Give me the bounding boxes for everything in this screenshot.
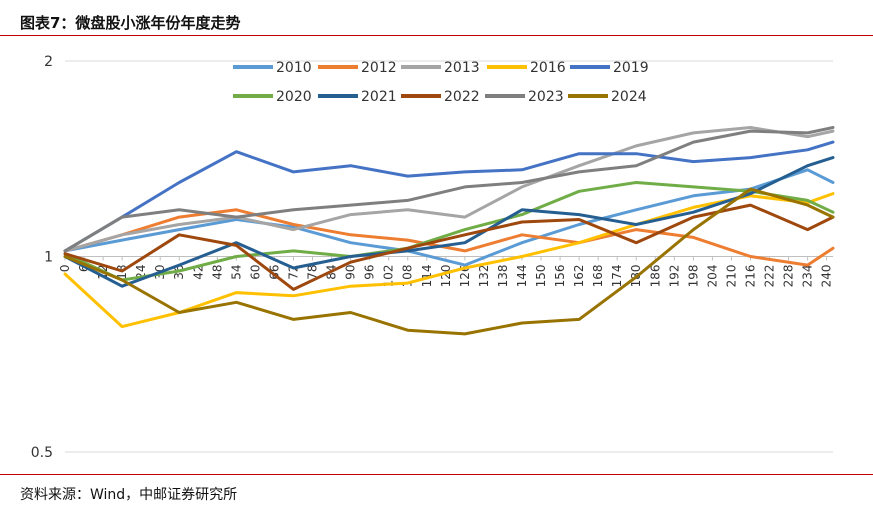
x-tick-label: 54 xyxy=(229,265,243,280)
source-note: 资料来源：Wind，中邮证券研究所 xyxy=(20,487,238,503)
legend-label: 2024 xyxy=(611,89,647,105)
legend-item-2013: 2013 xyxy=(401,60,480,76)
x-tick-label: 114 xyxy=(420,265,434,288)
legend-label: 2021 xyxy=(361,89,397,105)
x-tick-label: 192 xyxy=(667,265,681,288)
legend-label: 2019 xyxy=(613,60,649,76)
y-tick-label: 0.5 xyxy=(31,445,53,461)
x-tick-label: 132 xyxy=(477,265,491,288)
x-tick-label: 60 xyxy=(248,265,262,280)
y-tick-label: 1 xyxy=(44,250,53,266)
legend-label: 2020 xyxy=(276,89,312,105)
x-tick-label: 0 xyxy=(58,265,72,273)
legend-item-2024: 2024 xyxy=(568,89,647,105)
x-tick-label: 78 xyxy=(306,265,320,280)
x-tick-label: 174 xyxy=(610,265,624,288)
x-tick-label: 228 xyxy=(782,265,796,288)
x-tick-label: 150 xyxy=(534,265,548,288)
legend-label: 2012 xyxy=(361,60,397,76)
x-tick-label: 186 xyxy=(648,265,662,288)
legend-item-2012: 2012 xyxy=(318,60,397,76)
x-tick-label: 120 xyxy=(439,265,453,288)
x-tick-label: 102 xyxy=(382,265,396,288)
footer-rule xyxy=(0,474,873,475)
x-tick-label: 156 xyxy=(553,265,567,288)
legend-item-2020: 2020 xyxy=(233,89,312,105)
chart-title: 图表7：微盘股小涨年份年度走势 xyxy=(20,14,241,32)
title-rule xyxy=(0,35,873,36)
x-tick-label: 144 xyxy=(515,265,529,288)
x-tick-label: 198 xyxy=(686,265,700,288)
x-tick-label: 90 xyxy=(344,265,358,280)
x-tick-label: 240 xyxy=(820,265,834,288)
x-tick-label: 96 xyxy=(363,265,377,280)
legend-label: 2010 xyxy=(276,60,312,76)
legend-label: 2023 xyxy=(528,89,564,105)
x-tick-label: 222 xyxy=(763,265,777,288)
x-tick-label: 6 xyxy=(77,265,91,273)
x-tick-label: 234 xyxy=(801,265,815,288)
legend-item-2022: 2022 xyxy=(401,89,480,105)
series-line-2023 xyxy=(63,126,835,253)
series-line-2020 xyxy=(63,181,835,282)
series-layer xyxy=(63,126,835,336)
series-line-2022 xyxy=(63,203,835,291)
series-line-2019 xyxy=(63,140,835,253)
x-tick-label: 210 xyxy=(724,265,738,288)
series-line-2024 xyxy=(63,187,835,336)
series-line-2021 xyxy=(63,156,835,288)
x-tick-label: 216 xyxy=(743,265,757,288)
legend-item-2019: 2019 xyxy=(570,60,649,76)
legend-item-2010: 2010 xyxy=(233,60,312,76)
y-tick-label: 2 xyxy=(44,54,53,70)
legend-item-2016: 2016 xyxy=(487,60,566,76)
x-tick-label: 168 xyxy=(591,265,605,288)
x-tick-label: 138 xyxy=(496,265,510,288)
legend-item-2021: 2021 xyxy=(318,89,397,105)
legend: 2010 2012 2013 2016 2019 2020 2021 2022 2023 2024 xyxy=(233,60,649,105)
x-tick-label: 204 xyxy=(705,265,719,288)
x-tick-label: 162 xyxy=(572,265,586,288)
legend-label: 2022 xyxy=(444,89,480,105)
legend-item-2023: 2023 xyxy=(485,89,564,105)
legend-label: 2013 xyxy=(444,60,480,76)
series-line-2013 xyxy=(63,126,835,253)
x-tick-label: 48 xyxy=(210,265,224,280)
legend-label: 2016 xyxy=(530,60,566,76)
series-line-2012 xyxy=(63,208,835,267)
